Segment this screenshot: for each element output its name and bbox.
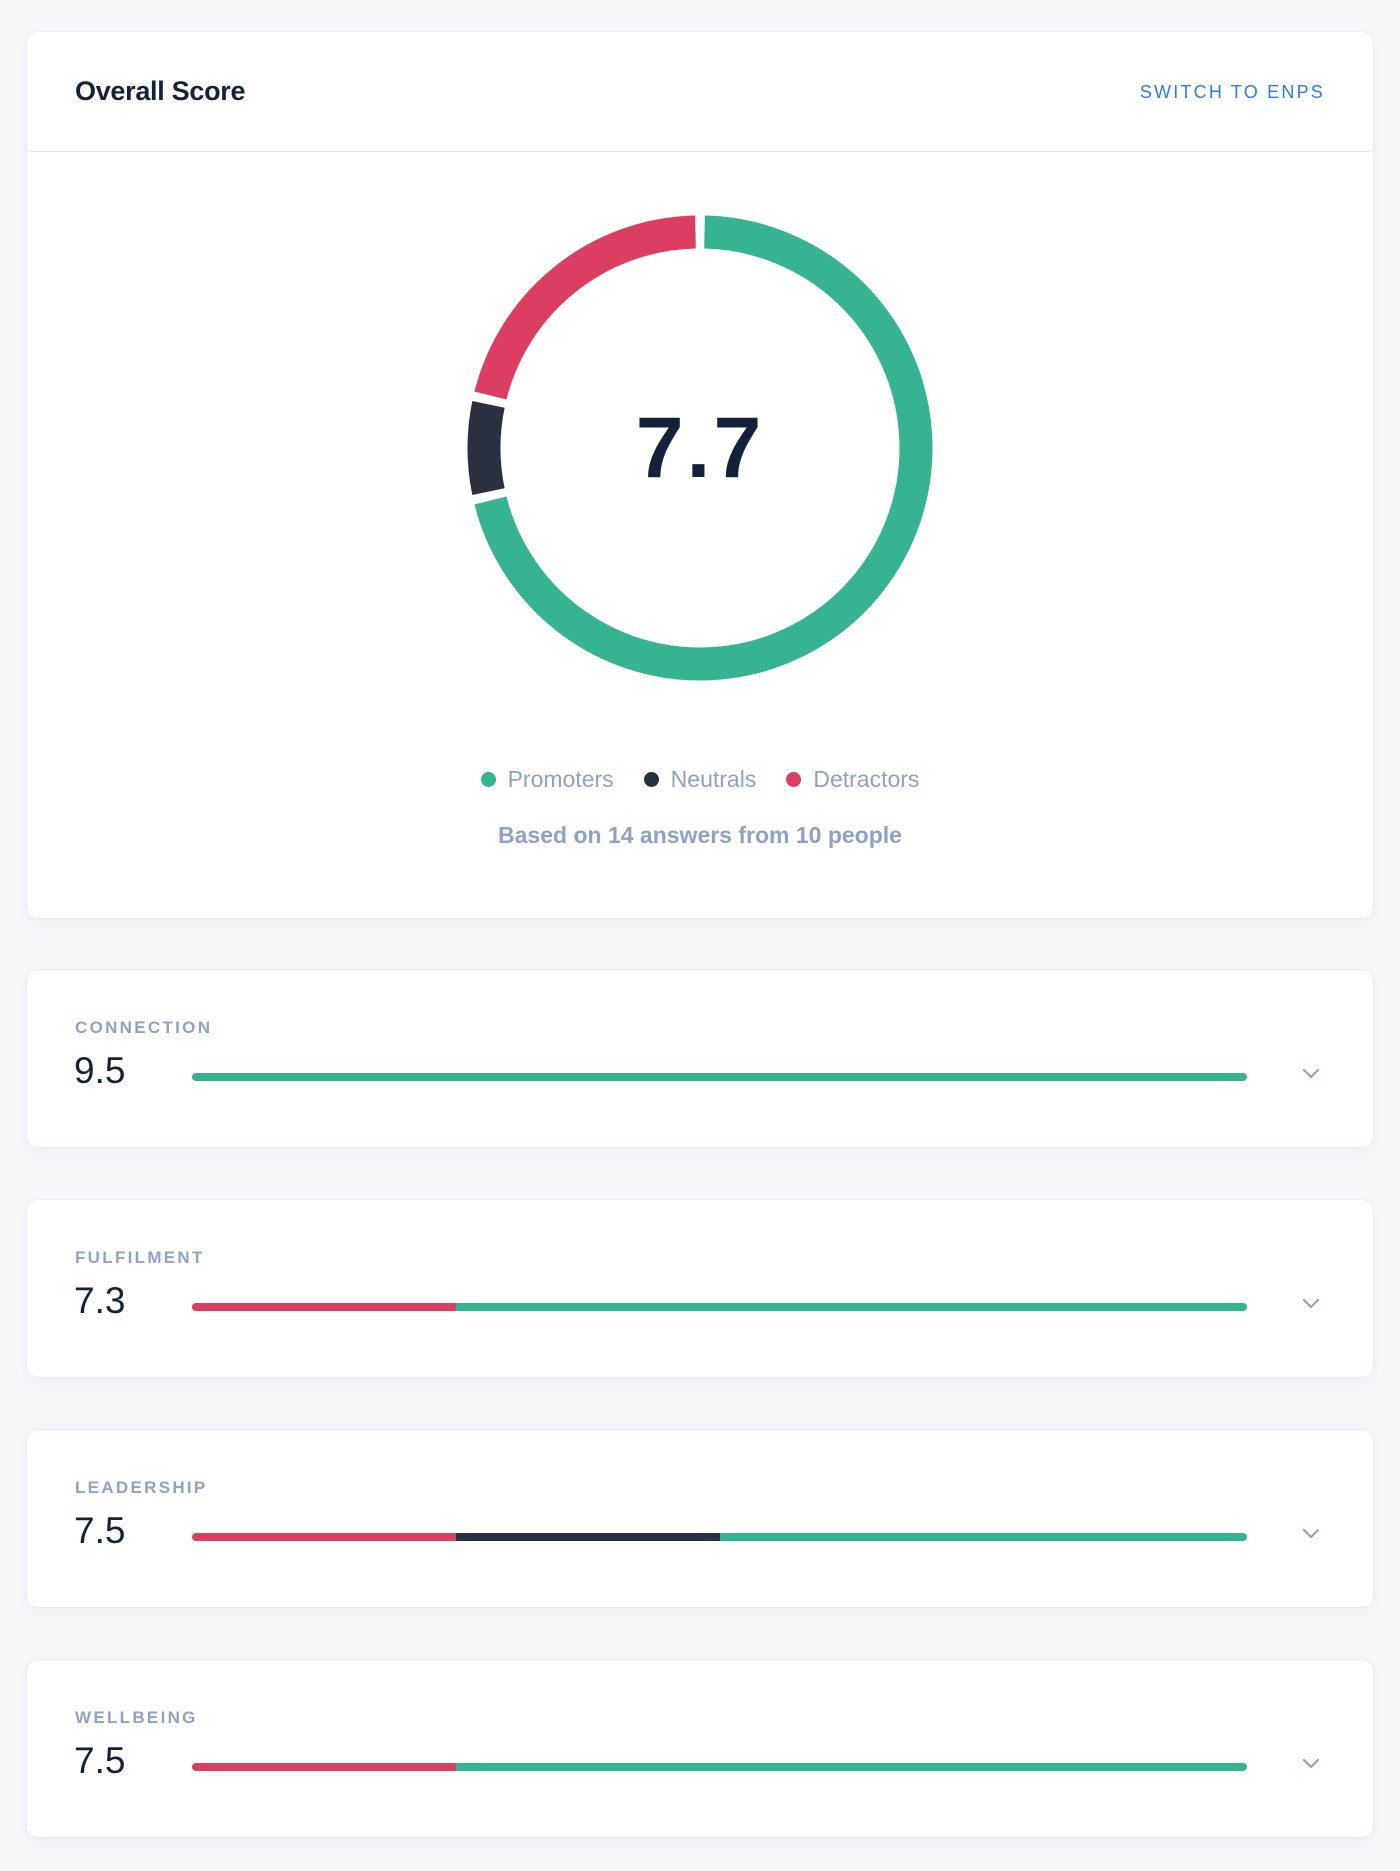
category-score-bar — [192, 1073, 1247, 1081]
overall-score-value: 7.7 — [635, 399, 765, 496]
legend-label: Promoters — [507, 766, 614, 792]
category-card-leadership[interactable]: LEADERSHIP 7.5 — [26, 1429, 1374, 1608]
legend-label: Detractors — [813, 766, 920, 792]
category-score: 9.5 — [74, 1050, 126, 1091]
category-score-bar — [192, 1533, 1247, 1541]
chevron-down-icon[interactable] — [1297, 1060, 1325, 1088]
legend-neutrals: Neutrals — [643, 766, 757, 793]
bar-segment-promoters — [719, 1533, 1247, 1541]
category-card-wellbeing[interactable]: WELLBEING 7.5 — [26, 1659, 1374, 1838]
bar-segment-detractors — [192, 1763, 456, 1771]
bar-segment-neutrals — [455, 1533, 720, 1541]
category-score: 7.3 — [74, 1280, 126, 1321]
overall-score-card: Overall Score SWITCH TO ENPS 7.7 Promote… — [26, 31, 1374, 919]
chevron-down-icon[interactable] — [1297, 1520, 1325, 1548]
promoters-dot-icon — [480, 772, 496, 787]
category-label: WELLBEING — [75, 1708, 198, 1727]
chevron-down-icon[interactable] — [1297, 1750, 1325, 1778]
bar-segment-promoters — [455, 1763, 1247, 1771]
donut-segment-promoters — [474, 215, 933, 681]
legend-promoters: Promoters — [480, 766, 614, 793]
score-donut-chart — [467, 215, 933, 681]
category-score-bar — [192, 1763, 1247, 1771]
bar-segment-detractors — [192, 1533, 456, 1541]
category-label: CONNECTION — [75, 1018, 213, 1037]
category-card-fulfilment[interactable]: FULFILMENT 7.3 — [26, 1199, 1374, 1378]
bar-segment-promoters — [455, 1303, 1247, 1311]
chart-legend: Promoters Neutrals Detractors — [27, 766, 1373, 793]
category-score-bar — [192, 1303, 1247, 1311]
answers-basis-text: Based on 14 answers from 10 people — [498, 822, 902, 848]
legend-label: Neutrals — [670, 766, 757, 792]
category-score: 7.5 — [74, 1510, 126, 1551]
bar-segment-promoters — [192, 1073, 1247, 1081]
donut-segment-neutrals — [467, 401, 505, 495]
category-label: FULFILMENT — [75, 1248, 205, 1267]
card-header: Overall Score SWITCH TO ENPS — [27, 32, 1373, 152]
category-card-connection[interactable]: CONNECTION 9.5 — [26, 969, 1374, 1148]
category-label: LEADERSHIP — [75, 1478, 208, 1497]
detractors-dot-icon — [786, 772, 802, 787]
neutrals-dot-icon — [643, 772, 659, 787]
legend-detractors: Detractors — [786, 766, 919, 793]
donut-segment-detractors — [474, 215, 696, 400]
bar-segment-detractors — [192, 1303, 456, 1311]
card-title: Overall Score — [75, 76, 246, 106]
category-score: 7.5 — [74, 1740, 126, 1781]
switch-to-enps-link[interactable]: SWITCH TO ENPS — [1139, 82, 1325, 102]
chevron-down-icon[interactable] — [1297, 1290, 1325, 1318]
